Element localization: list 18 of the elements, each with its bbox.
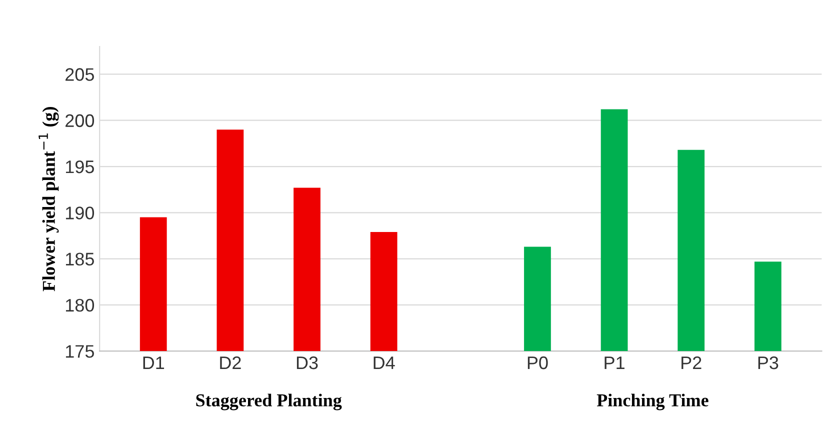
y-tick-label: 205 (66, 68, 94, 81)
x-tick-label: P1 (604, 356, 624, 370)
text: Pinching Time (596, 394, 708, 410)
x-tick-label: D3 (296, 356, 318, 370)
x-tick-label: P2 (682, 356, 702, 370)
x-tick-label: D1 (143, 356, 164, 370)
y-tick-label: 200 (66, 114, 94, 128)
text: Staggered Planting (196, 394, 342, 410)
x-tick-label: P0 (528, 356, 548, 370)
y-axis-title: Flower yield plant$^{−1}$ (g) (38, 107, 59, 292)
y-tick-label: 190 (66, 206, 94, 220)
x-tick-label: D4 (374, 356, 395, 370)
x-tick-label: P3 (758, 356, 778, 370)
y-tick-label: 195 (66, 160, 94, 174)
y-tick-label: 175 (66, 345, 94, 358)
x-tick-label: D2 (220, 356, 241, 370)
y-tick-label: 180 (66, 298, 94, 312)
y-tick-label: 185 (66, 252, 94, 266)
